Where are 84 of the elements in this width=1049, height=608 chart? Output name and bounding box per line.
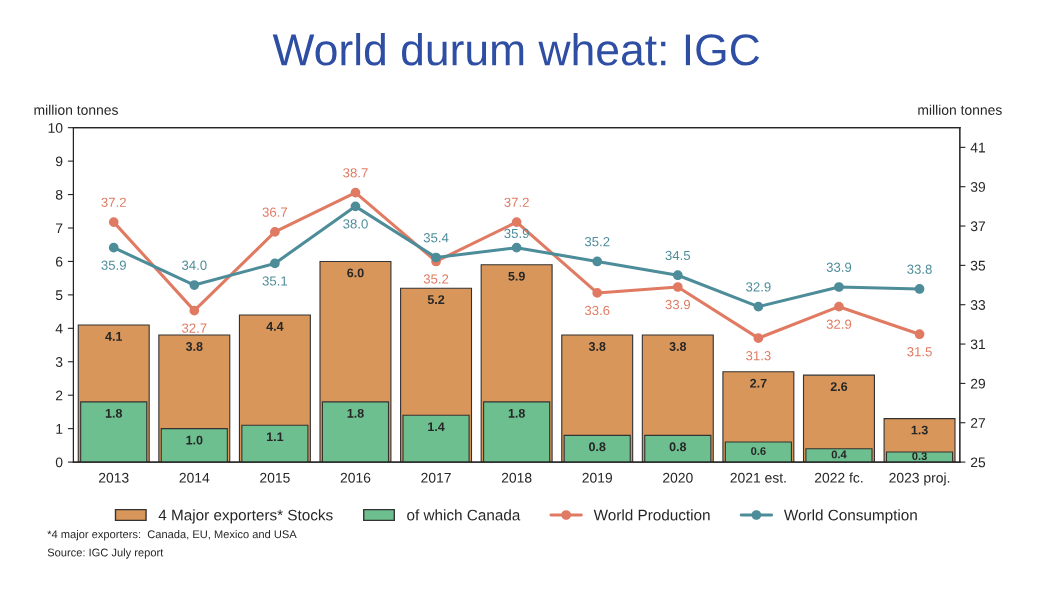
x-tick-label: 2013 bbox=[98, 472, 129, 483]
data-label: 31.3 bbox=[746, 351, 771, 361]
data-label: 1.4 bbox=[428, 422, 445, 432]
data-label: 36.7 bbox=[262, 207, 288, 217]
data-label: 33.6 bbox=[584, 305, 610, 316]
data-label: 31.5 bbox=[907, 347, 932, 357]
x-tick-label: 2023 proj. bbox=[889, 472, 950, 486]
data-label: 1.1 bbox=[266, 432, 284, 442]
data-label: 1.0 bbox=[186, 435, 203, 445]
y-axis-title: million tonnes bbox=[34, 104, 118, 115]
x-tick-label: 2021 est. bbox=[730, 472, 786, 483]
y-tick-label: 5 bbox=[55, 290, 63, 301]
x-tick-label: 2020 bbox=[663, 472, 693, 483]
data-label: 0.4 bbox=[831, 450, 847, 459]
y2-tick-label: 35 bbox=[970, 260, 986, 271]
data-label: 1.8 bbox=[347, 408, 364, 418]
y2-tick-label: 33 bbox=[970, 300, 986, 310]
data-label: 32.7 bbox=[181, 323, 207, 333]
data-label: 35.9 bbox=[504, 228, 529, 239]
data-label: 3.8 bbox=[588, 342, 606, 351]
y-tick-label: 1 bbox=[56, 424, 63, 434]
data-label: 33.8 bbox=[907, 264, 932, 274]
y2-tick-label: 41 bbox=[970, 142, 986, 153]
data-label: 4.1 bbox=[105, 332, 123, 341]
data-label: 5.2 bbox=[427, 295, 445, 305]
y2-tick-label: 27 bbox=[970, 418, 985, 428]
y-tick-label: 4 bbox=[55, 323, 63, 334]
data-label: 4.4 bbox=[266, 322, 284, 331]
y2-tick-label: 37 bbox=[970, 221, 985, 232]
data-label: 1.8 bbox=[105, 408, 123, 418]
y-tick-label: 3 bbox=[55, 357, 63, 367]
data-label: 3.8 bbox=[185, 342, 203, 351]
y-tick-label: 2 bbox=[55, 390, 63, 401]
y2-axis-title: million tonnes bbox=[918, 104, 1002, 115]
data-label: 1.8 bbox=[508, 408, 525, 418]
x-tick-label: 2014 bbox=[179, 472, 210, 483]
data-label: 35.1 bbox=[262, 276, 288, 286]
data-label: 34.0 bbox=[181, 260, 207, 270]
legend-label: 4 Major exporters* Stocks bbox=[158, 509, 333, 524]
data-label: 33.9 bbox=[665, 299, 691, 310]
data-label: 2.7 bbox=[750, 378, 767, 388]
y2-tick-label: 39 bbox=[970, 182, 986, 192]
data-label: 33.9 bbox=[826, 262, 852, 272]
data-label: 1.3 bbox=[911, 425, 928, 435]
y-tick-label: 9 bbox=[55, 156, 63, 167]
y-tick-label: 8 bbox=[55, 189, 63, 200]
y-tick-label: 10 bbox=[48, 123, 63, 133]
x-tick-label: 2016 bbox=[340, 472, 371, 483]
data-label: 0.8 bbox=[589, 442, 606, 452]
y2-tick-label: 25 bbox=[970, 457, 986, 468]
data-label: 0.3 bbox=[912, 452, 927, 461]
text: *4 major exporters: Canada, EU, Mexico and USA bbox=[47, 530, 297, 541]
data-label: 32.9 bbox=[746, 282, 771, 292]
source-note: Source: IGC July report bbox=[47, 548, 164, 559]
data-label: 6.0 bbox=[347, 268, 364, 278]
x-tick-label: 2015 bbox=[260, 472, 290, 483]
chart-title: World durum wheat: IGC bbox=[272, 32, 760, 66]
legend-label: World Production bbox=[593, 509, 710, 521]
data-label: 35.2 bbox=[584, 236, 610, 247]
data-label: 0.8 bbox=[669, 442, 687, 452]
x-tick-label: 2019 bbox=[582, 472, 613, 483]
y-tick-label: 6 bbox=[56, 256, 63, 267]
x-tick-label: 2018 bbox=[501, 472, 532, 483]
y-tick-label: 7 bbox=[56, 223, 63, 234]
data-label: 34.5 bbox=[665, 250, 691, 261]
data-label: 37.2 bbox=[101, 197, 126, 207]
y2-tick-label: 31 bbox=[970, 339, 986, 350]
data-label: 3.8 bbox=[669, 342, 687, 351]
data-label: 35.4 bbox=[423, 233, 449, 243]
y-tick-label: 0 bbox=[55, 457, 63, 468]
x-tick-label: 2022 fc. bbox=[814, 472, 863, 483]
legend-label: World Consumption bbox=[783, 509, 917, 524]
legend-label: of which Canada bbox=[407, 509, 521, 521]
data-label: 32.9 bbox=[826, 319, 852, 329]
data-label: 37.2 bbox=[504, 197, 529, 207]
data-label: 5.9 bbox=[508, 271, 525, 281]
x-tick-label: 2017 bbox=[421, 472, 451, 483]
data-label: 38.7 bbox=[343, 168, 368, 178]
data-label: 0.6 bbox=[751, 447, 766, 456]
data-label: 35.2 bbox=[423, 274, 449, 284]
y2-tick-label: 29 bbox=[970, 378, 986, 389]
data-label: 38.0 bbox=[343, 219, 368, 229]
data-label: 35.9 bbox=[101, 260, 126, 270]
data-label: 2.6 bbox=[830, 382, 848, 392]
